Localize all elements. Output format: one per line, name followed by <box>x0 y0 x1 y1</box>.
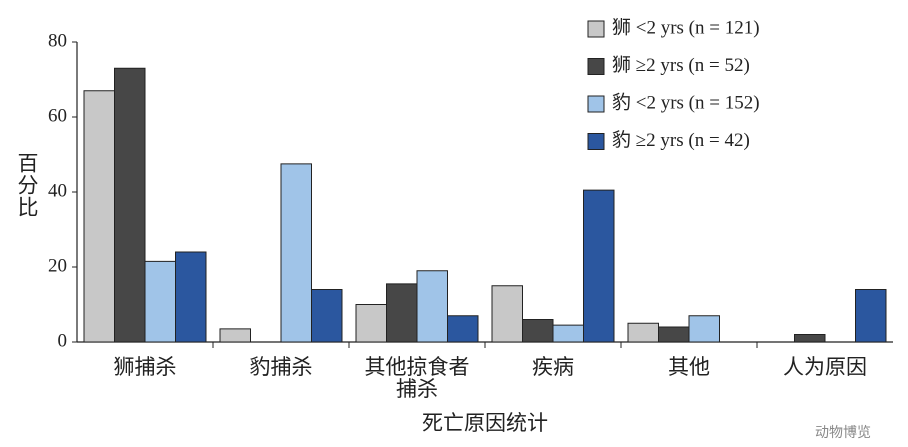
bar <box>583 189 615 343</box>
y-tick-label: 80 <box>48 30 67 51</box>
x-tick-label: 其他掠食者 捕杀 <box>364 355 470 401</box>
bar <box>144 260 176 343</box>
y-axis-title: 百分比 <box>15 152 39 218</box>
bar <box>688 315 720 343</box>
legend-label: 豹 <2 yrs (n = 152) <box>612 91 760 113</box>
y-tick-label: 40 <box>48 180 67 201</box>
bar <box>175 251 207 343</box>
x-tick-label: 豹捕杀 <box>249 355 313 379</box>
bar <box>386 283 418 343</box>
bar <box>794 334 826 343</box>
legend-swatch <box>587 20 605 38</box>
legend-label: 狮 <2 yrs (n = 121) <box>612 16 760 38</box>
legend-label: 狮 ≥2 yrs (n = 52) <box>612 54 750 76</box>
bar <box>355 304 387 343</box>
y-tick-label: 0 <box>58 330 68 351</box>
legend-swatch <box>587 133 605 150</box>
y-tick-label: 20 <box>48 255 67 276</box>
bar <box>658 326 690 343</box>
x-tick-label: 人为原因 <box>783 355 867 379</box>
legend-swatch <box>587 58 605 75</box>
bar <box>83 90 115 343</box>
bar <box>447 315 479 343</box>
bar <box>522 319 554 343</box>
x-tick-label: 狮捕杀 <box>113 355 177 379</box>
bar <box>219 328 251 343</box>
x-tick-label: 其他 <box>668 355 710 379</box>
bar <box>491 285 523 343</box>
bar <box>114 67 146 343</box>
watermark: 动物博览 <box>815 424 871 441</box>
bar <box>627 322 659 343</box>
x-axis-title: 死亡原因统计 <box>422 411 548 435</box>
legend-label: 豹 ≥2 yrs (n = 42) <box>612 129 750 151</box>
x-tick-label: 疾病 <box>532 355 574 379</box>
bar <box>280 163 312 343</box>
bar <box>552 324 584 343</box>
y-tick-label: 60 <box>48 105 67 126</box>
legend-swatch <box>587 95 605 113</box>
bar <box>855 289 887 343</box>
bar <box>416 270 448 343</box>
bar <box>311 289 343 343</box>
